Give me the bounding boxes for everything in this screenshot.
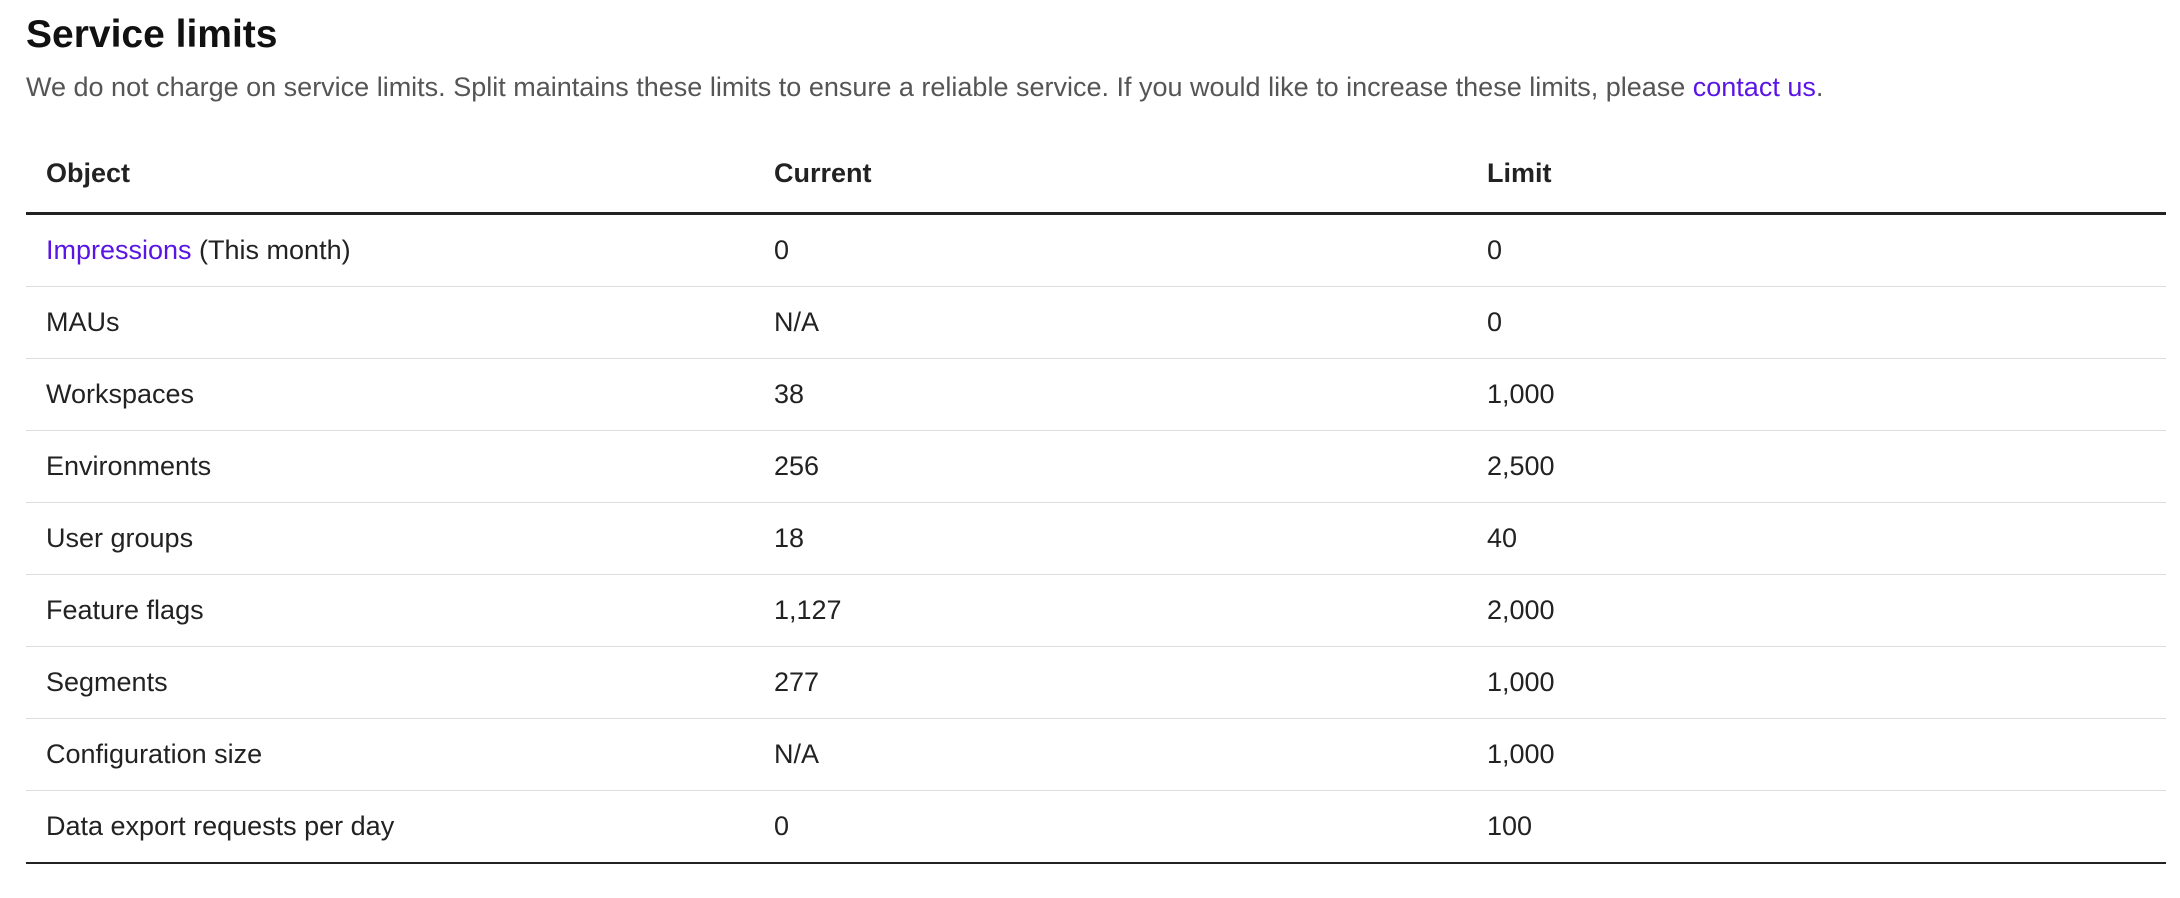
current-cell: 256 — [754, 430, 1467, 503]
limit-cell: 2,500 — [1467, 430, 2166, 503]
service-limits-section: Service limits We do not charge on servi… — [26, 10, 2166, 864]
limit-cell: 1,000 — [1467, 646, 2166, 719]
current-cell: 0 — [754, 213, 1467, 287]
current-cell: 18 — [754, 502, 1467, 575]
table-row: User groups 18 40 — [26, 502, 2166, 575]
limit-cell: 2,000 — [1467, 574, 2166, 647]
description-text: We do not charge on service limits. Spli… — [26, 72, 1693, 102]
object-cell: Configuration size — [26, 718, 754, 791]
limit-cell: 1,000 — [1467, 718, 2166, 791]
limit-cell: 0 — [1467, 213, 2166, 287]
table-header-row: Object Current Limit — [26, 134, 2166, 215]
table-row: Data export requests per day 0 100 — [26, 790, 2166, 864]
column-header-current: Current — [754, 134, 1467, 215]
object-cell: User groups — [26, 502, 754, 575]
page-title: Service limits — [26, 13, 278, 56]
current-cell: 0 — [754, 790, 1467, 864]
description: We do not charge on service limits. Spli… — [26, 69, 2166, 105]
description-end: . — [1815, 72, 1824, 102]
object-cell: Data export requests per day — [26, 790, 754, 864]
limit-cell: 100 — [1467, 790, 2166, 864]
table-row: Segments 277 1,000 — [26, 646, 2166, 719]
object-suffix: (This month) — [191, 235, 351, 265]
limit-cell: 1,000 — [1467, 358, 2166, 431]
current-cell: 38 — [754, 358, 1467, 431]
object-cell: Segments — [26, 646, 754, 719]
table-row: Impressions (This month) 0 0 — [26, 213, 2166, 287]
object-cell: Workspaces — [26, 358, 754, 431]
current-cell: N/A — [754, 286, 1467, 359]
current-cell: 1,127 — [754, 574, 1467, 647]
object-cell: Feature flags — [26, 574, 754, 647]
table-row: Workspaces 38 1,000 — [26, 358, 2166, 431]
limit-cell: 40 — [1467, 502, 2166, 575]
service-limits-table: Object Current Limit Impressions (This m… — [26, 134, 2166, 864]
table-row: MAUs N/A 0 — [26, 286, 2166, 359]
object-cell: Environments — [26, 430, 754, 503]
limit-cell: 0 — [1467, 286, 2166, 359]
object-cell: Impressions (This month) — [26, 213, 754, 287]
contact-us-link[interactable]: contact us — [1692, 72, 1816, 102]
table-row: Feature flags 1,127 2,000 — [26, 574, 2166, 647]
column-header-object: Object — [26, 134, 754, 215]
object-cell: MAUs — [26, 286, 754, 359]
column-header-limit: Limit — [1467, 134, 2166, 215]
current-cell: 277 — [754, 646, 1467, 719]
table-row: Environments 256 2,500 — [26, 430, 2166, 503]
table-row: Configuration size N/A 1,000 — [26, 718, 2166, 791]
impressions-link[interactable]: Impressions — [46, 235, 192, 265]
current-cell: N/A — [754, 718, 1467, 791]
